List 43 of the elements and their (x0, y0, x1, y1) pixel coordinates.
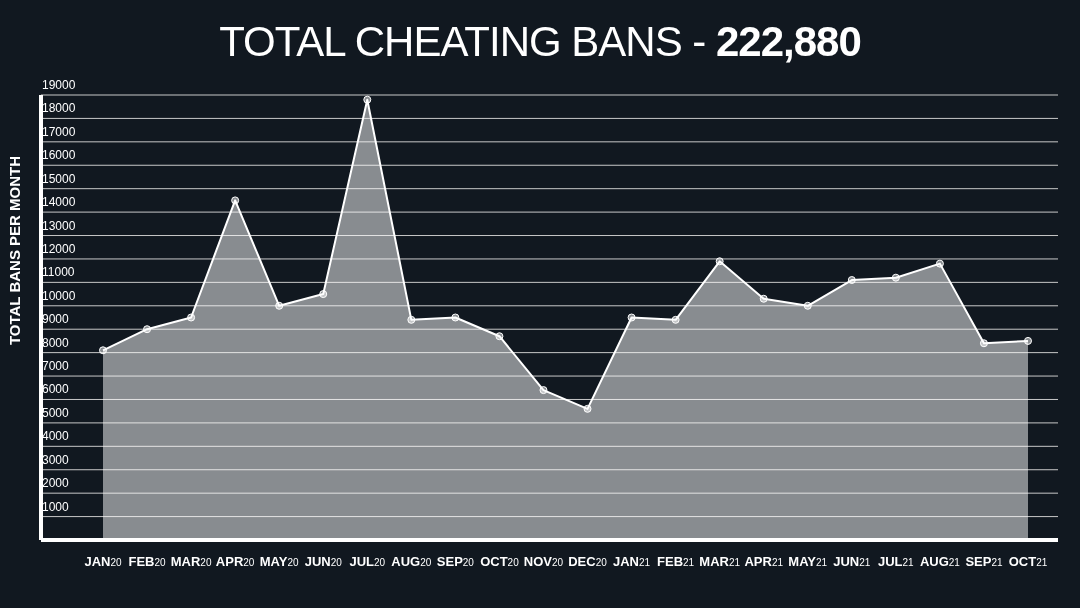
x-tick-label: MAR21 (699, 554, 741, 569)
x-tick-label: JUL20 (349, 554, 386, 569)
x-tick-label: AUG20 (391, 554, 432, 569)
y-tick-label: 10000 (42, 288, 76, 303)
x-tick-label: DEC20 (568, 554, 608, 569)
y-tick-label: 13000 (42, 218, 76, 233)
y-tick-label: 5000 (42, 405, 70, 420)
x-tick-label: APR21 (744, 554, 784, 569)
x-tick-label: APR20 (215, 554, 255, 569)
y-tick-label: 7000 (42, 359, 70, 374)
x-tick-label: FEB20 (128, 554, 167, 569)
y-tick-label: 19000 (42, 78, 76, 92)
x-tick-label: JUN20 (304, 554, 343, 569)
x-tick-label: MAR20 (170, 554, 212, 569)
x-tick-label: FEB21 (657, 554, 695, 569)
x-tick-label: MAY21 (788, 554, 828, 569)
y-tick-label: 2000 (42, 476, 70, 491)
y-tick-label: 16000 (42, 148, 76, 163)
x-tick-label: SEP20 (436, 554, 475, 569)
y-tick-label: 3000 (42, 452, 70, 467)
y-tick-label: 11000 (42, 265, 75, 280)
y-tick-label: 9000 (42, 312, 70, 327)
y-tick-label: 4000 (42, 429, 70, 444)
x-tick-label: JUL21 (878, 554, 915, 569)
x-tick-label: NOV20 (523, 554, 564, 569)
x-tick-label: SEP21 (965, 554, 1003, 569)
x-tick-label: OCT21 (1008, 554, 1048, 569)
x-tick-label: OCT20 (480, 554, 520, 569)
y-tick-label: 15000 (42, 171, 76, 186)
y-axis-title: TOTAL BANS PER MONTH (6, 155, 24, 345)
x-tick-label: JUN21 (833, 554, 871, 569)
chart-title: TOTAL CHEATING BANS - 222,880 (219, 18, 861, 65)
y-tick-label: 12000 (42, 241, 76, 256)
x-tick-label: JAN21 (613, 554, 651, 569)
x-tick-label: AUG21 (919, 554, 961, 569)
x-tick-label: JAN20 (84, 554, 123, 569)
y-tick-label: 8000 (42, 335, 70, 350)
y-tick-label: 1000 (42, 499, 70, 514)
y-tick-label: 14000 (42, 195, 76, 210)
y-tick-label: 17000 (42, 124, 76, 139)
x-tick-label: MAY20 (259, 554, 300, 569)
y-tick-label: 18000 (42, 101, 76, 116)
y-tick-label: 6000 (42, 382, 70, 397)
